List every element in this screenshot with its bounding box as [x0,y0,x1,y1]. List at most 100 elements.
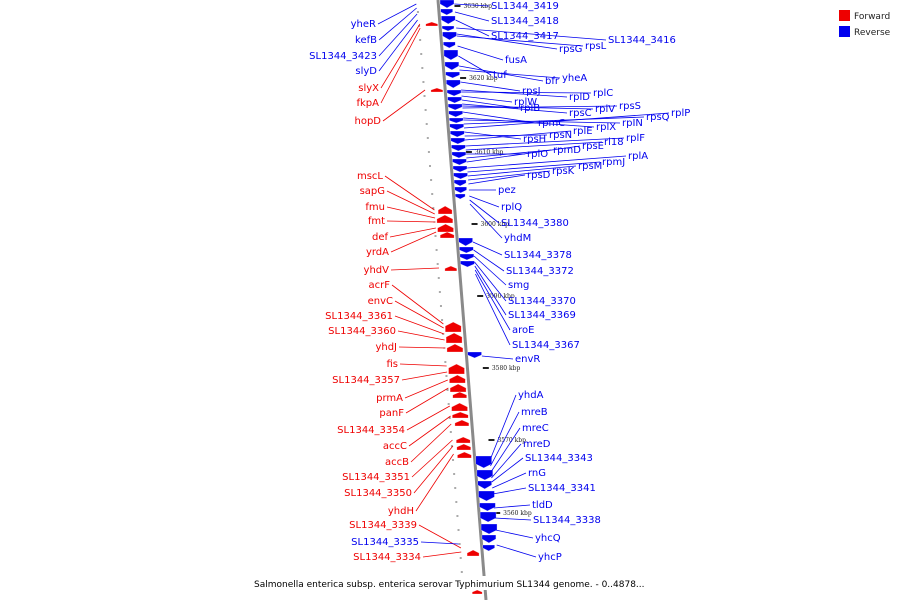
label-leader-line [461,89,568,98]
label-leader-line [380,27,421,104]
label-leader-line [469,203,503,239]
gene-label: kefB [355,35,377,46]
gene-label: rpsS [619,101,641,112]
forward-gene-feature [452,391,468,399]
gene-label: rpsJ [522,86,541,97]
gene-label: yhdA [518,390,544,401]
gene-label: rpsN [549,130,572,141]
gene-label: rpIN [622,118,643,129]
reverse-gene-feature [481,534,497,544]
gene-label: smg [508,280,529,291]
label-leader-line [461,91,592,94]
forward-gene-feature [439,231,455,239]
forward-gene-feature [451,411,469,419]
gene-label: fusA [505,55,527,66]
gene-label: yhdM [504,233,531,244]
gene-label: rpsG [559,44,582,55]
genome-axis [436,0,488,600]
gene-label: bfr [545,76,560,87]
reverse-gene-feature [451,144,466,152]
gene-label: rplX [596,122,616,133]
gene-label: yheA [562,73,587,84]
gene-label: slyD [355,66,377,77]
label-leader-line [378,7,417,41]
label-leader-line [474,269,511,331]
reverse-gene-feature [458,237,473,247]
label-leader-line [384,175,435,211]
label-leader-line [422,551,462,558]
reverse-gene-feature [447,103,463,111]
label-leader-line [405,387,449,414]
reverse-gene-feature [475,455,493,469]
forward-gene-feature [425,21,439,27]
gene-label: rpsK [552,166,575,177]
reverse-gene-feature [451,151,467,159]
reverse-gene-feature [467,351,482,359]
reverse-gene-feature [443,49,459,61]
gene-label: rl18 [604,137,624,148]
label-leader-line [410,423,452,463]
forward-gene-feature [446,343,464,353]
label-leader-line [397,330,445,341]
label-leader-line [465,141,603,151]
gene-label: rplW [514,97,537,108]
forward-gene-feature [430,87,444,93]
reverse-gene-feature [459,246,474,254]
label-leader-line [463,119,621,124]
label-leader-line [404,379,448,399]
gene-label: SL1344_3343 [525,453,593,464]
reverse-gene-feature [449,130,465,138]
reverse-gene-feature [479,511,497,523]
gene-labels: SL1344_3419 SL1344_3418 SL1344_3417 SL1344_… [309,1,690,563]
reverse-gene-feature [452,158,467,166]
label-leader-line [493,504,531,509]
label-leader-line [398,346,446,349]
reverse-gene-feature [453,172,468,180]
forward-gene-feature [448,363,465,375]
label-leader-line [462,105,618,109]
gene-label: SL1344_3334 [353,552,421,563]
reverse-gene-feature [441,25,455,32]
gene-label: rplO [527,149,548,160]
label-leader-line [475,273,511,346]
gene-label: rpsD [527,170,551,181]
label-leader-line [467,155,627,169]
forward-gene-feature [436,214,454,224]
reverse-gene-feature [445,79,461,89]
gene-label: rpsH [523,134,546,145]
gene-label: panF [379,408,404,419]
gene-label: rpmJ [602,157,625,168]
reverse-gene-feature [482,544,495,552]
label-leader-line [420,541,459,545]
label-leader-line [394,300,444,329]
gene-label: accB [385,457,409,468]
reverse-gene-feature [450,137,466,145]
reverse-gene-feature [480,523,498,535]
gene-label: SL1344_3419 [491,1,559,12]
gene-label: aroE [512,325,534,336]
gene-label: mreC [522,423,549,434]
label-leader-line [386,190,435,215]
label-leader-line [469,199,500,224]
gene-label: rpsE [582,141,604,152]
gene-label: yhcP [538,552,562,563]
label-leader-line [382,89,426,122]
reverse-gene-feature [444,61,460,71]
genome-caption: Salmonella enterica subsp. enterica sero… [254,580,645,590]
label-leader-line [464,134,548,137]
label-leader-line [454,11,490,22]
label-leader-line [494,517,532,521]
label-leader-line [386,220,436,223]
label-leader-line [467,165,577,177]
label-leader-line [391,284,444,325]
label-leader-line [467,161,601,173]
gene-label: SL1344_3339 [349,520,417,531]
axis-tick-label: 3630 kbp [463,3,492,10]
gene-label: prmA [376,393,403,404]
label-leader-line [492,487,527,495]
label-leader-line [456,27,607,41]
label-leader-line [377,3,417,25]
gene-label: hopD [354,116,381,127]
label-leader-line [459,69,561,79]
